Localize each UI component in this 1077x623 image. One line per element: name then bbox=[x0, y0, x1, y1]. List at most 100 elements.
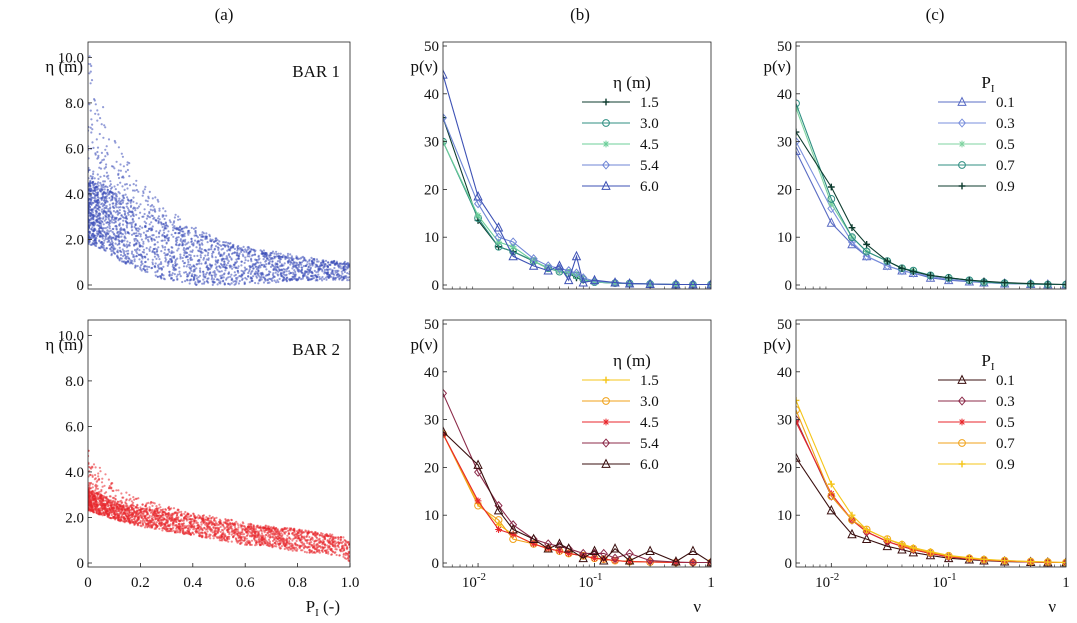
a1-point bbox=[118, 240, 121, 243]
a1-point bbox=[90, 79, 94, 82]
a1-point bbox=[191, 250, 194, 253]
a1-point bbox=[90, 209, 93, 212]
a2-point bbox=[347, 559, 350, 562]
a1-point bbox=[92, 146, 95, 149]
a1-point bbox=[229, 275, 232, 278]
a1-point bbox=[160, 250, 163, 253]
b1-ytick-label: 50 bbox=[424, 39, 439, 55]
a1-point bbox=[221, 258, 224, 261]
a1-point bbox=[124, 232, 127, 235]
a1-point bbox=[290, 255, 293, 258]
a1-point bbox=[89, 175, 92, 178]
a1-point bbox=[97, 207, 100, 210]
a1-point bbox=[181, 256, 184, 260]
a1-point bbox=[136, 247, 139, 250]
a1-point bbox=[114, 202, 118, 205]
a1-point bbox=[158, 263, 161, 266]
a1-point bbox=[116, 232, 119, 235]
a1-point bbox=[197, 240, 200, 243]
a1-point bbox=[248, 281, 251, 284]
a2-point bbox=[254, 544, 257, 547]
a1-point bbox=[124, 170, 128, 173]
a1-point bbox=[208, 233, 211, 236]
a1-point bbox=[90, 217, 93, 220]
a1-point bbox=[262, 254, 265, 258]
a2-point bbox=[239, 541, 242, 544]
a1-point bbox=[236, 252, 239, 255]
a2-point bbox=[171, 524, 174, 527]
a1-point bbox=[91, 128, 94, 131]
a1-point bbox=[260, 264, 263, 267]
a1-point bbox=[338, 274, 341, 277]
c1-ytick-label: 40 bbox=[777, 87, 792, 103]
a1-point bbox=[188, 282, 191, 285]
a1-point bbox=[298, 263, 301, 266]
a1-point bbox=[227, 271, 231, 274]
a1-point bbox=[160, 267, 164, 270]
a1-point bbox=[295, 255, 298, 258]
a1-point bbox=[88, 212, 90, 215]
a1-point bbox=[146, 265, 149, 268]
a1-point bbox=[126, 161, 129, 164]
a2-point bbox=[241, 533, 244, 536]
a1-point bbox=[95, 232, 98, 235]
a2-point bbox=[250, 539, 254, 542]
a2-point bbox=[321, 548, 324, 551]
a1-point bbox=[140, 264, 143, 267]
a1-frame bbox=[87, 41, 351, 290]
a2-point bbox=[215, 524, 218, 527]
a2-point bbox=[311, 538, 314, 541]
a1-point bbox=[113, 139, 116, 143]
a1-point bbox=[254, 258, 257, 261]
a1-point bbox=[179, 253, 182, 256]
a1-point bbox=[198, 243, 201, 246]
a1-point bbox=[96, 199, 100, 202]
a1-point bbox=[274, 271, 277, 274]
a1-point bbox=[261, 271, 264, 274]
a1-point bbox=[103, 167, 106, 170]
a1-point bbox=[151, 197, 154, 200]
a1-point bbox=[105, 171, 108, 174]
a1-point bbox=[243, 266, 246, 269]
a2-point bbox=[179, 530, 182, 533]
a1-point bbox=[214, 275, 217, 278]
a1-point bbox=[92, 218, 95, 221]
c1-data-point bbox=[909, 268, 917, 276]
a1-point bbox=[161, 233, 164, 236]
a1-point bbox=[108, 196, 111, 200]
a2-point bbox=[286, 534, 289, 537]
a1-point bbox=[137, 205, 141, 208]
a1-point bbox=[184, 238, 187, 241]
a1-point bbox=[286, 254, 289, 257]
a1-point bbox=[104, 166, 107, 169]
a1-point bbox=[216, 246, 219, 249]
a2-point bbox=[133, 498, 136, 501]
a1-point bbox=[121, 198, 124, 201]
a1-point bbox=[109, 229, 112, 232]
a2-point bbox=[101, 514, 104, 517]
a1-point bbox=[153, 255, 156, 258]
c1-ytick-label: 0 bbox=[785, 278, 793, 294]
a2-point bbox=[91, 486, 94, 489]
a2-point bbox=[295, 539, 298, 543]
a1-point bbox=[274, 263, 277, 266]
a2-point bbox=[130, 500, 133, 503]
a1-point bbox=[262, 252, 265, 255]
a1-point bbox=[198, 274, 202, 277]
a1-point bbox=[139, 233, 142, 236]
a1-point bbox=[155, 219, 158, 222]
a1-point bbox=[129, 205, 132, 209]
a1-point bbox=[159, 229, 162, 232]
a1-point bbox=[163, 227, 166, 230]
a2-point bbox=[142, 511, 145, 514]
b1-data-point bbox=[529, 254, 538, 264]
a2-point bbox=[162, 508, 165, 511]
a1-point bbox=[311, 275, 314, 278]
a1-point bbox=[285, 267, 289, 271]
a1-point bbox=[222, 244, 226, 247]
a1-point bbox=[178, 218, 182, 221]
a1-point bbox=[173, 227, 176, 230]
a1-point bbox=[161, 225, 164, 229]
a2-point bbox=[327, 552, 330, 555]
a1-point bbox=[276, 265, 279, 268]
